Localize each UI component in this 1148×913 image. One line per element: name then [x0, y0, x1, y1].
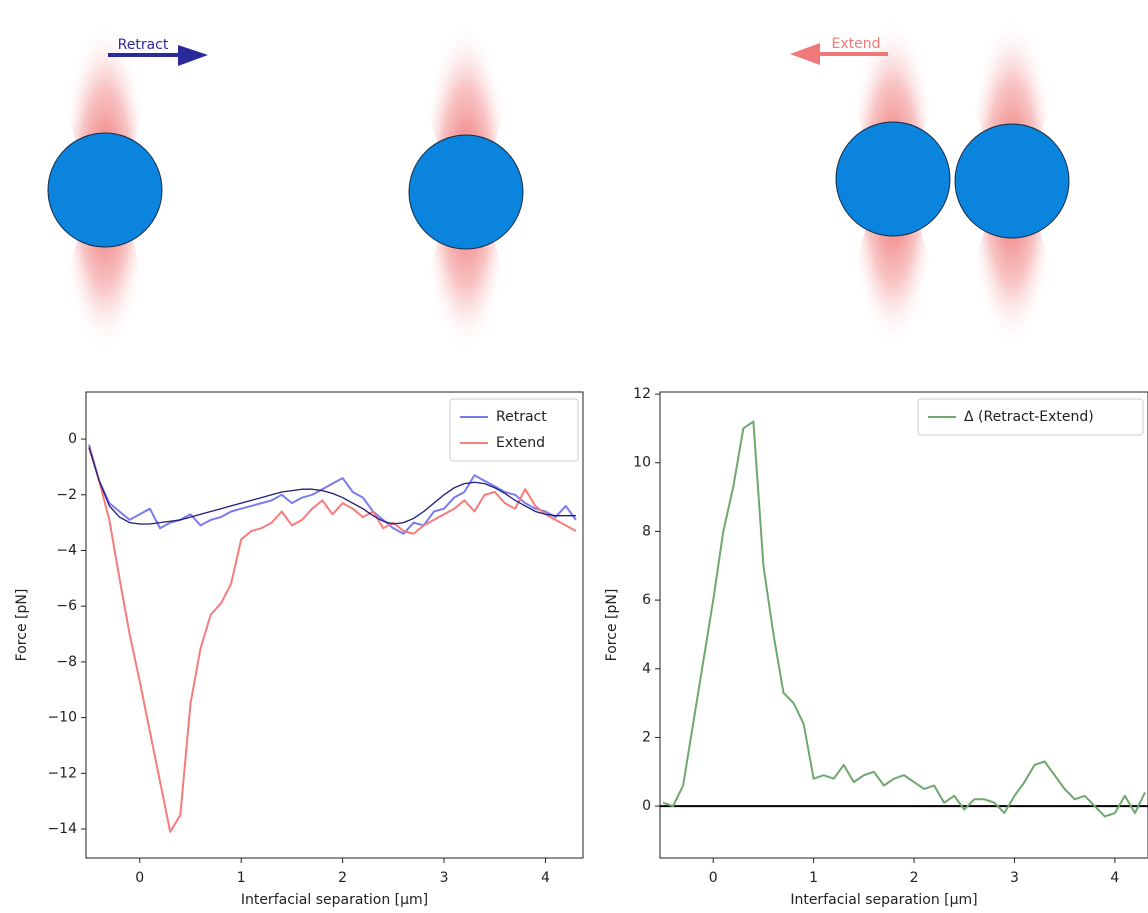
y-tick-label: 6 [642, 592, 651, 608]
y-tick-label: 2 [642, 729, 651, 745]
bead [954, 123, 1070, 239]
y-tick-label: 4 [642, 661, 651, 677]
legend-label: Extend [496, 435, 545, 451]
arrow-head [790, 43, 820, 65]
chart: 0 1 2 3 4 −14 −12 −10 −8 −6 −4 −2 0 Interfacial separ… [14, 391, 584, 908]
x-tick-label: 1 [237, 870, 246, 886]
y-tick-label: 12 [633, 386, 651, 402]
y-tick-label: 8 [642, 523, 651, 539]
y-axis-label: Force [pN] [604, 589, 620, 662]
x-tick-label: 2 [338, 870, 347, 886]
beads [47, 121, 1070, 250]
legend-box [449, 398, 579, 462]
plot-area [660, 420, 1148, 818]
y-tick-label: −10 [47, 710, 77, 726]
series-line [88, 447, 577, 833]
y-tick-label: 0 [68, 431, 77, 447]
y-tick-label: −8 [56, 654, 77, 670]
legend: Retract Extend [449, 398, 579, 462]
retract-label: Retract [118, 37, 169, 53]
bead [835, 121, 951, 237]
legend: Δ (Retract-Extend) [917, 398, 1144, 436]
arrow-head [178, 45, 208, 66]
x-tick-label: 4 [541, 870, 550, 886]
x-tick-label: 2 [910, 870, 919, 886]
series-line [88, 444, 577, 535]
series-line [88, 447, 576, 525]
legend-label: Δ (Retract-Extend) [964, 409, 1094, 425]
bead [47, 132, 163, 248]
extend-label: Extend [832, 36, 881, 52]
extend-arrow: Extend [790, 36, 888, 65]
legend-box [917, 398, 1144, 436]
y-axis-label: Force [pN] [14, 589, 30, 662]
y-tick-label: −6 [56, 598, 77, 614]
series-line [662, 420, 1146, 818]
legend-label: Retract [496, 409, 547, 425]
y-tick-label: −2 [56, 487, 77, 503]
y-tick-label: −14 [47, 821, 77, 837]
axes-frame [85, 391, 584, 859]
x-axis-label: Interfacial separation [μm] [241, 892, 428, 908]
x-tick-label: 3 [440, 870, 449, 886]
x-axis-label: Interfacial separation [μm] [790, 892, 977, 908]
x-tick-label: 0 [709, 870, 718, 886]
plot-area [88, 444, 577, 833]
y-tick-label: −12 [47, 765, 77, 781]
y-tick-label: 0 [642, 798, 651, 814]
x-tick-label: 4 [1110, 870, 1119, 886]
retract-arrow: Retract [108, 37, 208, 66]
axes-frame [659, 391, 1148, 859]
x-tick-label: 1 [809, 870, 818, 886]
y-tick-label: −4 [56, 542, 77, 558]
y-tick-label: 10 [633, 455, 651, 471]
x-tick-label: 3 [1010, 870, 1019, 886]
x-tick-label: 0 [135, 870, 144, 886]
bead [408, 134, 524, 250]
